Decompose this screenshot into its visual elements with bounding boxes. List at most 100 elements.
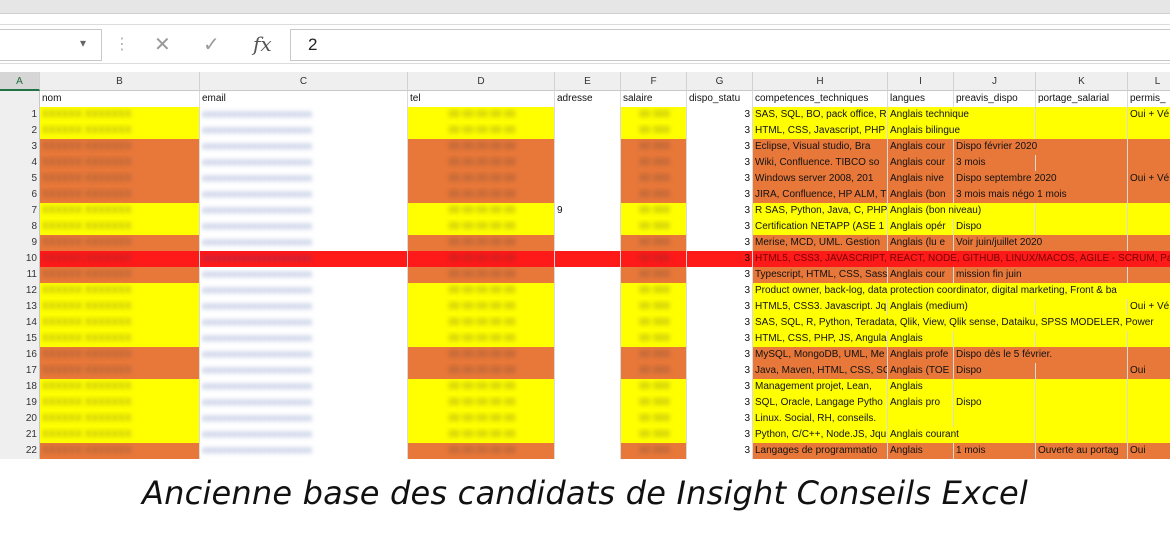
adresse-cell[interactable] — [555, 411, 621, 427]
portage-cell[interactable] — [1036, 299, 1128, 315]
email-cell-redacted[interactable]: xxxxxxxxxxxxxxxxxxxxxx — [200, 139, 408, 155]
column-header-j[interactable]: J — [954, 72, 1036, 91]
portage-cell[interactable] — [1036, 219, 1128, 235]
permis-cell[interactable]: Oui — [1128, 443, 1170, 459]
close-icon[interactable]: ✕ — [154, 32, 171, 56]
langues-cell[interactable]: Anglais — [888, 379, 954, 395]
table-row[interactable]: XXXXXX XXXXXXX xxxxxxxxxxxxxxxxxxxxxx 00 0… — [0, 347, 1170, 363]
salary-cell-redacted[interactable]: 00 000 — [621, 187, 687, 203]
dispo-status-cell[interactable]: 3 — [687, 203, 753, 219]
adresse-cell[interactable] — [555, 379, 621, 395]
competences-cell[interactable]: Certification NETAPP (ASE 1 — [753, 219, 888, 235]
column-header-a[interactable]: A — [0, 72, 40, 91]
salary-cell-redacted[interactable]: 00 000 — [621, 235, 687, 251]
phone-cell-redacted[interactable]: 00 00 00 00 00 — [408, 363, 555, 379]
name-cell-redacted[interactable]: XXXXXX XXXXXXX — [40, 187, 200, 203]
competences-cell[interactable]: SQL, Oracle, Langage Pytho — [753, 395, 888, 411]
name-cell-redacted[interactable]: XXXXXX XXXXXXX — [40, 107, 200, 123]
phone-cell-redacted[interactable]: 00 00 00 00 00 — [408, 299, 555, 315]
table-row[interactable]: XXXXXX XXXXXXX xxxxxxxxxxxxxxxxxxxxxx 00 0… — [0, 299, 1170, 315]
row-number[interactable]: 16 — [0, 347, 40, 363]
permis-cell[interactable] — [1128, 267, 1170, 283]
competences-cell[interactable]: SAS, SQL, R, Python, Teradata, Qlik, Vie… — [753, 315, 1170, 331]
column-header-c[interactable]: C — [200, 72, 408, 91]
competences-cell[interactable]: Windows server 2008, 201 — [753, 171, 888, 187]
salary-cell-redacted[interactable]: 00 000 — [621, 427, 687, 443]
phone-cell-redacted[interactable]: 00 00 00 00 00 — [408, 379, 555, 395]
preavis-cell[interactable]: 1 mois — [954, 443, 1036, 459]
salary-cell-redacted[interactable]: 00 000 — [621, 171, 687, 187]
langues-cell[interactable]: Anglais cour — [888, 139, 954, 155]
langues-cell[interactable]: Anglais (bon — [888, 187, 954, 203]
dispo-status-cell[interactable]: 3 — [687, 283, 753, 299]
name-cell-redacted[interactable]: XXXXXX XXXXXXX — [40, 395, 200, 411]
name-box[interactable]: ▾ — [0, 29, 102, 61]
langues-cell[interactable]: Anglais (TOE — [888, 363, 954, 379]
dispo-status-cell[interactable]: 3 — [687, 347, 753, 363]
name-cell-redacted[interactable]: XXXXXX XXXXXXX — [40, 443, 200, 459]
competences-cell[interactable]: MySQL, MongoDB, UML, Me — [753, 347, 888, 363]
adresse-cell[interactable] — [555, 219, 621, 235]
adresse-cell[interactable] — [555, 107, 621, 123]
phone-cell-redacted[interactable]: 00 00 00 00 00 — [408, 315, 555, 331]
adresse-cell[interactable] — [555, 267, 621, 283]
name-cell-redacted[interactable]: XXXXXX XXXXXXX — [40, 267, 200, 283]
salary-cell-redacted[interactable]: 00 000 — [621, 139, 687, 155]
row-number[interactable]: 2 — [0, 123, 40, 139]
column-header-d[interactable]: D — [408, 72, 555, 91]
phone-cell-redacted[interactable]: 00 00 00 00 00 — [408, 123, 555, 139]
portage-cell[interactable] — [1036, 155, 1128, 171]
table-row[interactable]: XXXXXX XXXXXXX xxxxxxxxxxxxxxxxxxxxxx 00 0… — [0, 331, 1170, 347]
salary-cell-redacted[interactable]: 00 000 — [621, 107, 687, 123]
phone-cell-redacted[interactable]: 00 00 00 00 00 — [408, 155, 555, 171]
permis-cell[interactable] — [1128, 427, 1170, 443]
column-header-e[interactable]: E — [555, 72, 621, 91]
phone-cell-redacted[interactable]: 00 00 00 00 00 — [408, 171, 555, 187]
dispo-status-cell[interactable]: 3 — [687, 315, 753, 331]
competences-cell[interactable]: HTML, CSS, PHP, JS, Angular — [753, 331, 888, 347]
phone-cell-redacted[interactable]: 00 00 00 00 00 — [408, 443, 555, 459]
name-cell-redacted[interactable]: XXXXXX XXXXXXX — [40, 331, 200, 347]
competences-cell[interactable]: Python, C/C++, Node.JS, Jqu — [753, 427, 888, 443]
name-cell-redacted[interactable]: XXXXXX XXXXXXX — [40, 363, 200, 379]
table-row[interactable]: XXXXXX XXXXXXX xxxxxxxxxxxxxxxxxxxxxx 00 0… — [0, 107, 1170, 123]
competences-cell[interactable]: Java, Maven, HTML, CSS, SC — [753, 363, 888, 379]
row-number[interactable]: 7 — [0, 203, 40, 219]
field-header-h[interactable]: competences_techniques — [753, 91, 888, 107]
email-cell-redacted[interactable]: xxxxxxxxxxxxxxxxxxxxxx — [200, 219, 408, 235]
fx-icon[interactable]: fx — [253, 32, 272, 56]
dispo-status-cell[interactable]: 3 — [687, 123, 753, 139]
salary-cell-redacted[interactable]: 00 000 — [621, 267, 687, 283]
phone-cell-redacted[interactable]: 00 00 00 00 00 — [408, 251, 555, 267]
dispo-status-cell[interactable]: 3 — [687, 139, 753, 155]
row-number[interactable]: 15 — [0, 331, 40, 347]
name-cell-redacted[interactable]: XXXXXX XXXXXXX — [40, 411, 200, 427]
email-cell-redacted[interactable]: xxxxxxxxxxxxxxxxxxxxxx — [200, 267, 408, 283]
portage-cell[interactable]: Ouverte au portag — [1036, 443, 1128, 459]
field-header-k[interactable]: portage_salarial — [1036, 91, 1128, 107]
table-row[interactable]: XXXXXX XXXXXXX xxxxxxxxxxxxxxxxxxxxxx 00 0… — [0, 315, 1170, 331]
permis-cell[interactable] — [1128, 203, 1170, 219]
table-row[interactable]: XXXXXX XXXXXXX xxxxxxxxxxxxxxxxxxxxxx 00 0… — [0, 219, 1170, 235]
permis-cell[interactable] — [1128, 139, 1170, 155]
email-cell-redacted[interactable]: xxxxxxxxxxxxxxxxxxxxxx — [200, 171, 408, 187]
field-header-l[interactable]: permis_ — [1128, 91, 1170, 107]
table-row[interactable]: XXXXXX XXXXXXX xxxxxxxxxxxxxxxxxxxxxx 00 0… — [0, 411, 1170, 427]
salary-cell-redacted[interactable]: 00 000 — [621, 203, 687, 219]
portage-cell[interactable] — [1036, 395, 1128, 411]
field-header-i[interactable]: langues — [888, 91, 954, 107]
dispo-status-cell[interactable]: 3 — [687, 251, 753, 267]
adresse-cell[interactable] — [555, 363, 621, 379]
row-number[interactable]: 13 — [0, 299, 40, 315]
row-number[interactable]: 1 — [0, 107, 40, 123]
row-number[interactable]: 14 — [0, 315, 40, 331]
competences-cell[interactable]: Typescript, HTML, CSS, Sass — [753, 267, 888, 283]
competences-cell[interactable]: JIRA, Confluence, HP ALM, T — [753, 187, 888, 203]
preavis-cell[interactable] — [954, 331, 1036, 347]
adresse-cell[interactable] — [555, 395, 621, 411]
portage-cell[interactable] — [1036, 427, 1128, 443]
row-number[interactable]: 18 — [0, 379, 40, 395]
dispo-status-cell[interactable]: 3 — [687, 235, 753, 251]
dispo-status-cell[interactable]: 3 — [687, 395, 753, 411]
column-header-k[interactable]: K — [1036, 72, 1128, 91]
